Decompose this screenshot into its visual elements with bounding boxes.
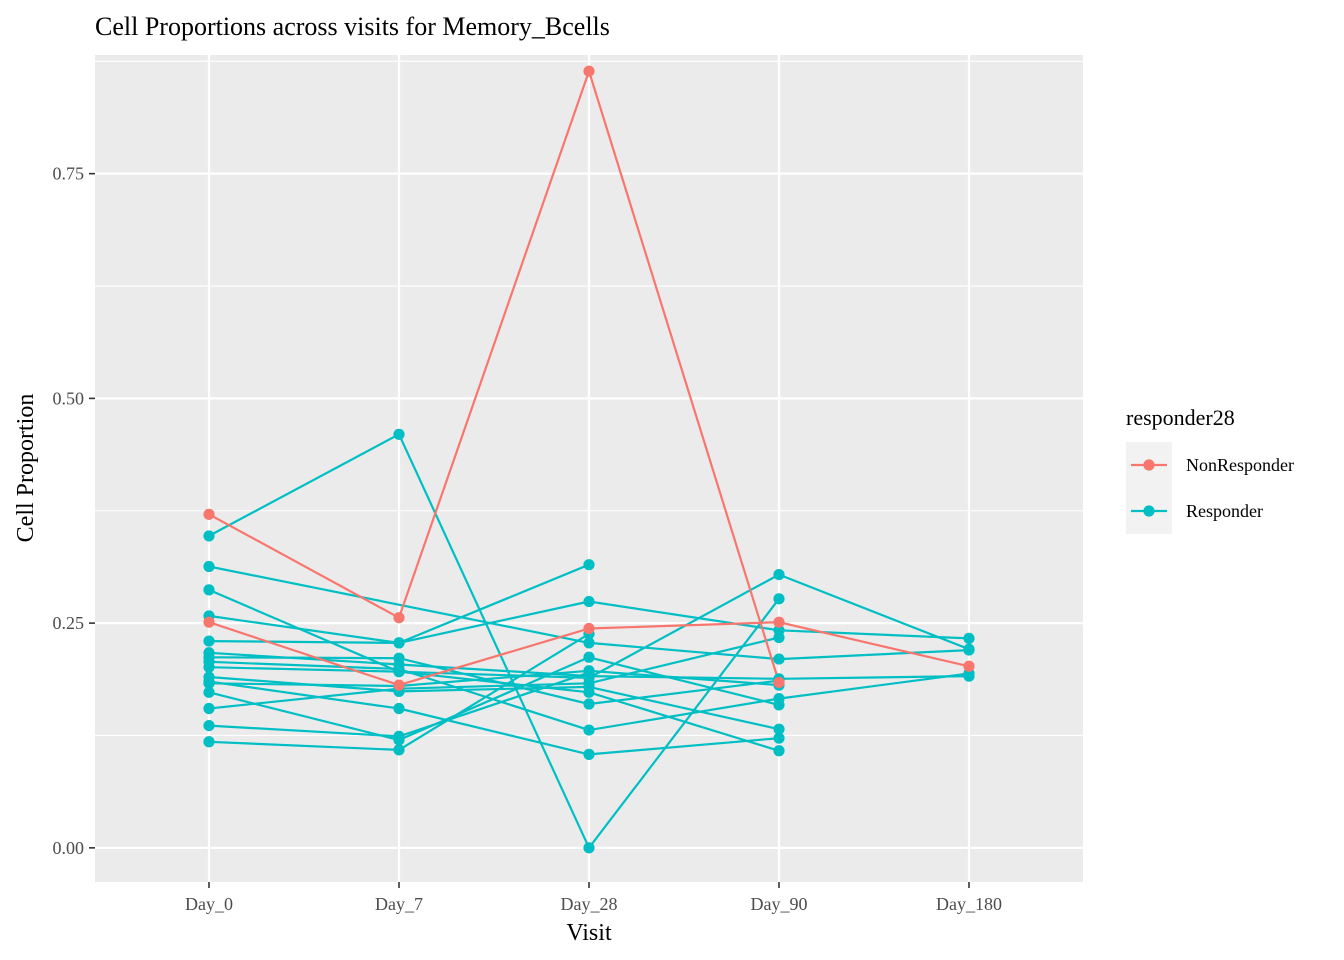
data-point [963,643,975,655]
data-point [203,530,215,542]
legend-label: Responder [1186,501,1263,521]
data-point [583,622,595,635]
data-point [203,719,215,732]
data-point [583,842,595,854]
data-point [203,661,215,673]
data-point [393,730,405,742]
data-point [583,748,595,760]
data-point [773,568,785,581]
data-point [393,702,405,715]
data-point [393,744,405,756]
data-point [393,612,405,624]
data-point [583,651,595,663]
series-line [208,669,780,688]
y-axis-title: Cell Proportion [13,394,39,543]
series-line [208,565,970,661]
x-axis: Day_0 Day_7 Day_28 Day_90 Day_180 [185,882,1002,914]
x-tick-label: Day_180 [936,894,1002,914]
data-point [393,652,405,664]
legend-title: responder28 [1126,405,1235,430]
data-point [203,677,215,689]
x-tick-label: Day_0 [185,894,233,914]
legend-label: NonResponder [1186,455,1294,475]
data-point [203,616,215,628]
series-line [208,656,780,706]
series-line [208,70,781,683]
series-line [208,656,780,742]
y-tick-label: 0.00 [53,838,85,858]
series-line [208,680,780,756]
data-point [773,653,785,665]
y-axis: 0.00 0.25 0.50 0.75 [53,164,95,858]
data-point [583,724,595,736]
data-point [203,584,215,596]
x-axis-title: Visit [566,920,612,946]
data-point [773,676,785,689]
series-line [208,636,780,710]
data-point [773,593,785,605]
data-point [773,732,785,744]
series-points [203,65,975,854]
data-point [773,745,785,757]
data-point [203,702,215,715]
data-point [203,635,215,647]
data-point [393,666,405,678]
data-point [583,595,595,608]
legend: responder28 NonResponder Responder [1126,405,1294,534]
x-tick-label: Day_90 [751,894,808,914]
legend-key-point [1143,505,1155,517]
data-point [773,699,785,711]
data-point [393,637,405,649]
data-point [583,65,595,77]
data-point [203,686,215,698]
data-point [393,428,405,440]
data-point [583,559,595,571]
data-point [203,560,215,573]
data-point [773,631,785,644]
data-point [963,660,975,672]
y-tick-label: 0.25 [53,613,85,633]
data-point [583,637,595,649]
data-point [963,632,975,644]
data-point [773,723,785,735]
x-tick-label: Day_7 [375,894,423,914]
x-tick-label: Day_28 [561,894,618,914]
data-point [583,677,595,689]
data-point [773,616,785,628]
chart-title: Cell Proportions across visits for Memor… [95,12,610,41]
data-point [583,666,595,679]
data-point [393,679,405,691]
y-tick-label: 0.75 [53,164,85,184]
legend-key-point [1143,459,1155,471]
series-line [208,433,780,849]
data-point [203,508,215,520]
data-point [203,736,215,748]
data-point [583,698,595,710]
y-tick-label: 0.50 [53,388,85,408]
